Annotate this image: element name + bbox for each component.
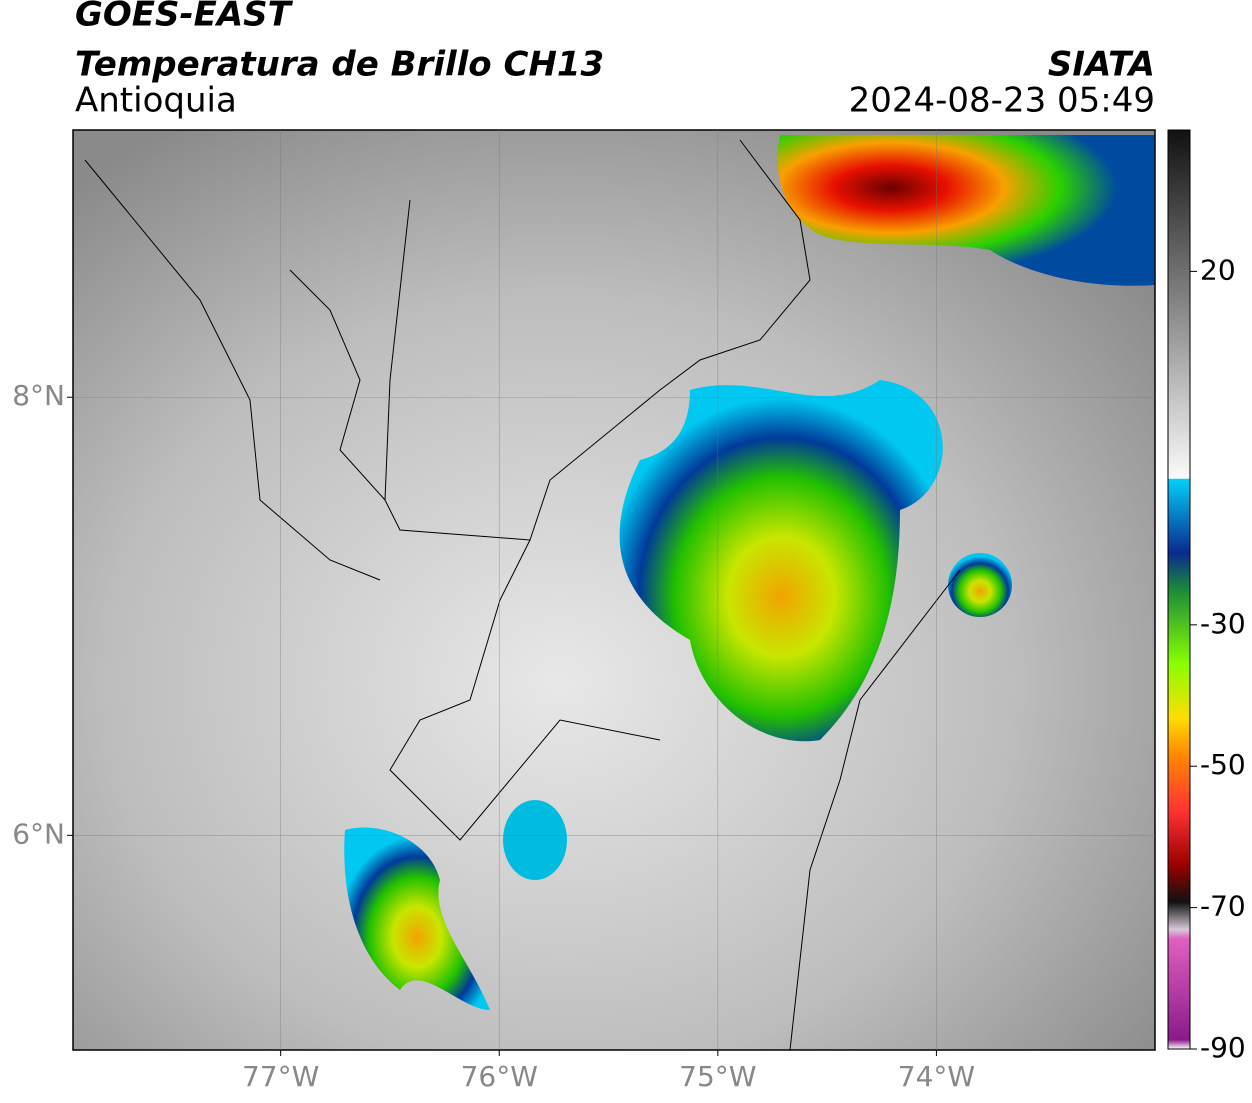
colorbar-label: -50 [1200,748,1246,781]
map-frame [72,129,1156,1051]
colorbar-label: -30 [1200,607,1246,640]
y-tick-label: 8°N [12,379,65,412]
x-tick-label: 74°W [898,1060,975,1093]
map-image [73,130,1155,1050]
x-tick-label: 77°W [242,1060,319,1093]
source: SIATA [1048,45,1155,85]
region: Antioquia [75,81,237,121]
title: GOES-EAST [75,0,294,35]
datetime: 2024-08-23 05:49 [849,81,1155,121]
colorbar-label: -70 [1200,890,1246,923]
colorbar [1167,129,1191,1050]
x-tick-label: 76°W [461,1060,538,1093]
x-tick-label: 75°W [679,1060,756,1093]
subtitle: Temperatura de Brillo CH13 [75,45,604,85]
colorbar-label: -90 [1200,1031,1246,1064]
y-tick-label: 6°N [12,817,65,850]
colorbar-label: 20 [1200,253,1236,286]
